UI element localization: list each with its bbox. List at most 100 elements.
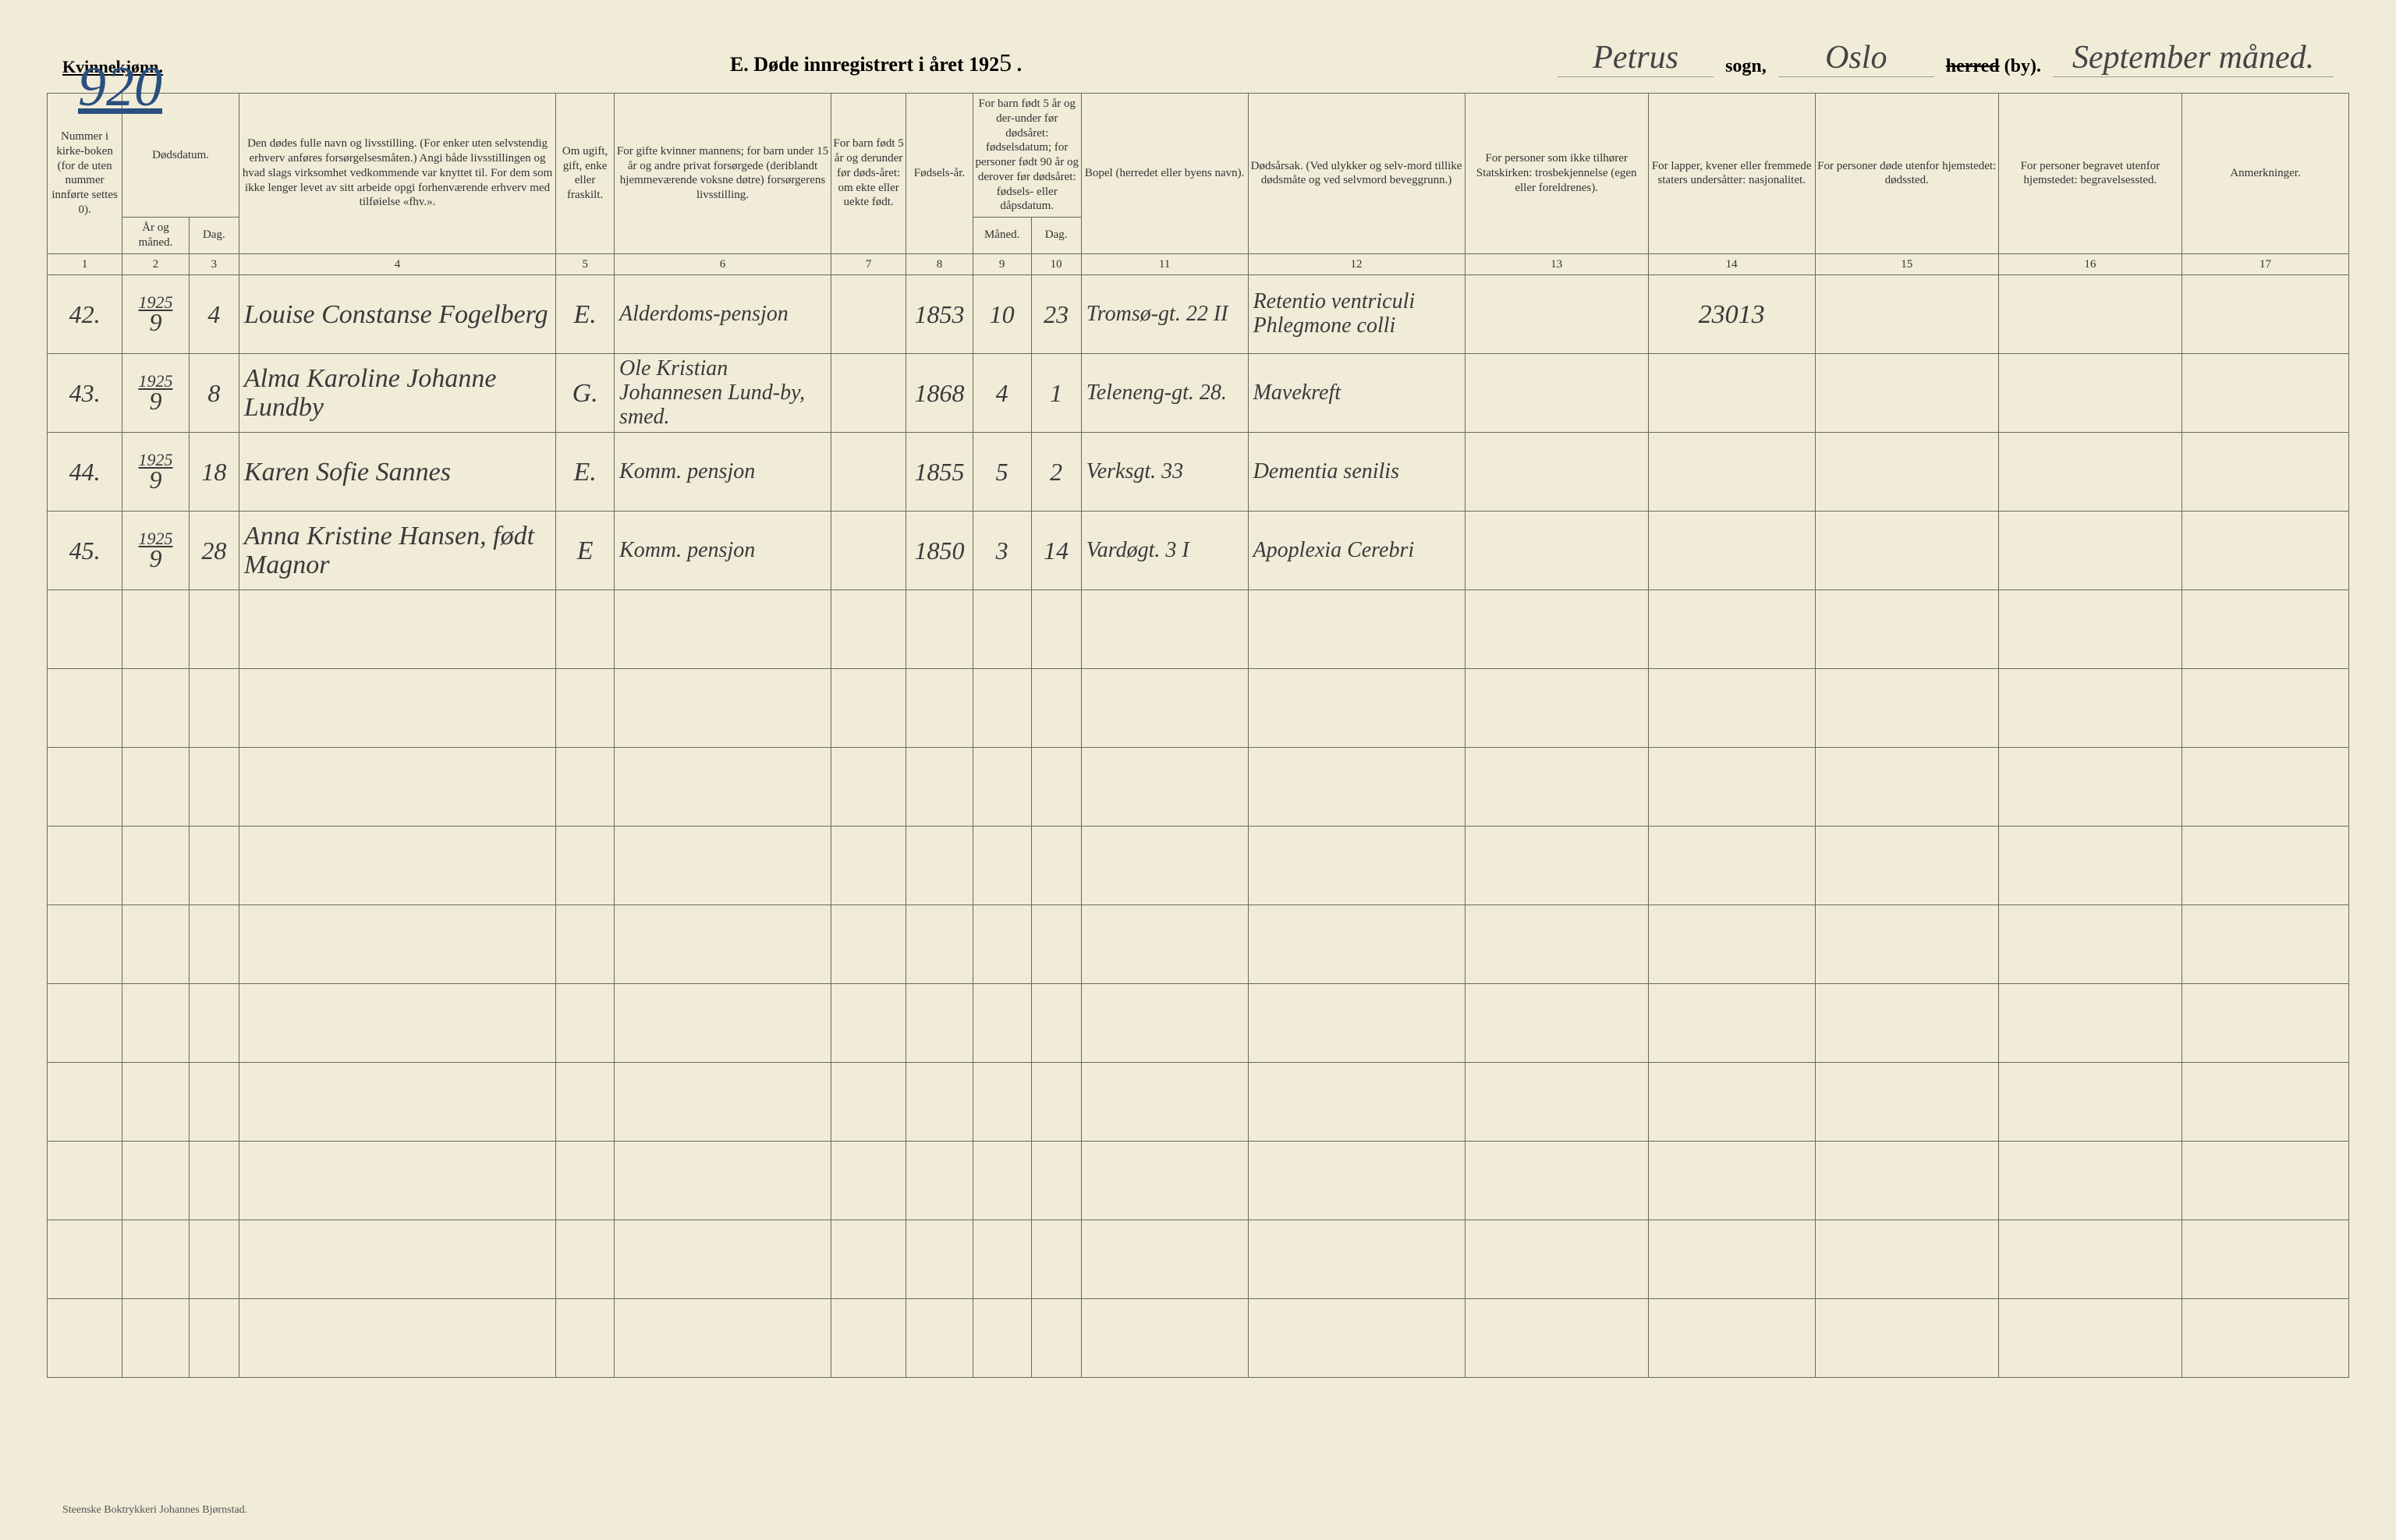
empty-cell <box>122 1299 190 1378</box>
empty-cell <box>1648 1063 1815 1142</box>
empty-cell <box>1031 827 1081 905</box>
sogn-label: sogn, <box>1714 56 1778 77</box>
empty-cell <box>906 748 973 827</box>
empty-cell <box>2182 1220 2349 1299</box>
empty-cell <box>556 748 615 827</box>
cell-bopel: Teleneng-gt. 28. <box>1081 354 1248 433</box>
empty-cell <box>906 905 973 984</box>
col-9-10-top: For barn født 5 år og der-under før døds… <box>973 94 1081 218</box>
empty-cell <box>48 827 122 905</box>
empty-cell <box>48 984 122 1063</box>
cell-c13 <box>1465 275 1648 354</box>
coln-16: 16 <box>1998 253 2182 275</box>
col-14-header: For lapper, kvener eller fremmede stater… <box>1648 94 1815 254</box>
empty-cell <box>122 1063 190 1142</box>
coln-11: 11 <box>1081 253 1248 275</box>
empty-cell <box>1998 1063 2182 1142</box>
empty-cell <box>615 1220 831 1299</box>
table-row-empty <box>48 1299 2349 1378</box>
empty-cell <box>1465 590 1648 669</box>
coln-17: 17 <box>2182 253 2349 275</box>
empty-cell <box>239 827 555 905</box>
cell-name: Karen Sofie Sannes <box>239 433 555 512</box>
empty-cell <box>615 1142 831 1220</box>
col-6-header: For gifte kvinner mannens; for barn unde… <box>615 94 831 254</box>
coln-6: 6 <box>615 253 831 275</box>
empty-cell <box>48 1063 122 1142</box>
coln-12: 12 <box>1248 253 1465 275</box>
empty-cell <box>1465 1299 1648 1378</box>
cell-day: 8 <box>189 354 239 433</box>
empty-cell <box>1998 1142 2182 1220</box>
cell-c17 <box>2182 354 2349 433</box>
empty-cell <box>1081 1299 1248 1378</box>
cell-year-month: 19259 <box>122 275 190 354</box>
empty-cell <box>1081 827 1248 905</box>
cell-year-month: 19259 <box>122 512 190 590</box>
cell-c13 <box>1465 354 1648 433</box>
empty-cell <box>2182 1142 2349 1220</box>
by-value: Oslo <box>1778 39 1934 77</box>
empty-cell <box>831 669 906 748</box>
empty-cell <box>1815 1063 1998 1142</box>
col-5-header: Om ugift, gift, enke eller fraskilt. <box>556 94 615 254</box>
col-15-header: For personer døde utenfor hjemstedet: dø… <box>1815 94 1998 254</box>
empty-cell <box>48 1220 122 1299</box>
empty-cell <box>973 1220 1031 1299</box>
cell-bopel: Vardøgt. 3 I <box>1081 512 1248 590</box>
col-3-header: Dag. <box>189 218 239 254</box>
empty-cell <box>1031 1299 1081 1378</box>
cell-b-month: 4 <box>973 354 1031 433</box>
empty-cell <box>189 1220 239 1299</box>
column-number-row: 1 2 3 4 5 6 7 8 9 10 11 12 13 14 15 16 1… <box>48 253 2349 275</box>
cell-ekte <box>831 512 906 590</box>
coln-3: 3 <box>189 253 239 275</box>
empty-cell <box>1648 748 1815 827</box>
coln-8: 8 <box>906 253 973 275</box>
empty-cell <box>1815 1299 1998 1378</box>
empty-cell <box>1998 669 2182 748</box>
empty-cell <box>556 827 615 905</box>
table-row: 42.192594Louise Constanse FogelbergE.Ald… <box>48 275 2349 354</box>
cell-c15 <box>1815 275 1998 354</box>
page-header: Kvinnekjønn. E. Døde innregistrert i åre… <box>47 39 2349 77</box>
cell-provider: Komm. pensjon <box>615 433 831 512</box>
cell-c17 <box>2182 512 2349 590</box>
coln-9: 9 <box>973 253 1031 275</box>
table-row-empty <box>48 1063 2349 1142</box>
empty-cell <box>1248 1142 1465 1220</box>
empty-cell <box>906 827 973 905</box>
header-row-1: Nummer i kirke-boken (for de uten nummer… <box>48 94 2349 218</box>
empty-cell <box>48 1299 122 1378</box>
cell-bopel: Verksgt. 33 <box>1081 433 1248 512</box>
table-row: 45.1925928Anna Kristine Hansen, født Mag… <box>48 512 2349 590</box>
empty-cell <box>615 1299 831 1378</box>
empty-cell <box>831 984 906 1063</box>
empty-cell <box>1815 984 1998 1063</box>
empty-cell <box>615 827 831 905</box>
empty-cell <box>1081 984 1248 1063</box>
empty-cell <box>189 905 239 984</box>
col-4-header: Den dødes fulle navn og livsstilling. (F… <box>239 94 555 254</box>
empty-cell <box>973 905 1031 984</box>
empty-cell <box>1031 1063 1081 1142</box>
cell-birth-year: 1868 <box>906 354 973 433</box>
empty-cell <box>1081 1063 1248 1142</box>
empty-cell <box>2182 905 2349 984</box>
cell-b-day: 23 <box>1031 275 1081 354</box>
empty-cell <box>1815 669 1998 748</box>
register-page: Kvinnekjønn. E. Døde innregistrert i åre… <box>0 0 2396 1540</box>
empty-cell <box>1248 1063 1465 1142</box>
empty-cell <box>122 827 190 905</box>
cell-day: 28 <box>189 512 239 590</box>
empty-cell <box>615 669 831 748</box>
col-2-header: År og måned. <box>122 218 190 254</box>
empty-cell <box>1998 905 2182 984</box>
empty-cell <box>831 1142 906 1220</box>
empty-cell <box>1465 905 1648 984</box>
page-big-number: 920 <box>78 55 162 119</box>
table-row-empty <box>48 748 2349 827</box>
empty-cell <box>1031 590 1081 669</box>
empty-cell <box>239 1142 555 1220</box>
coln-5: 5 <box>556 253 615 275</box>
